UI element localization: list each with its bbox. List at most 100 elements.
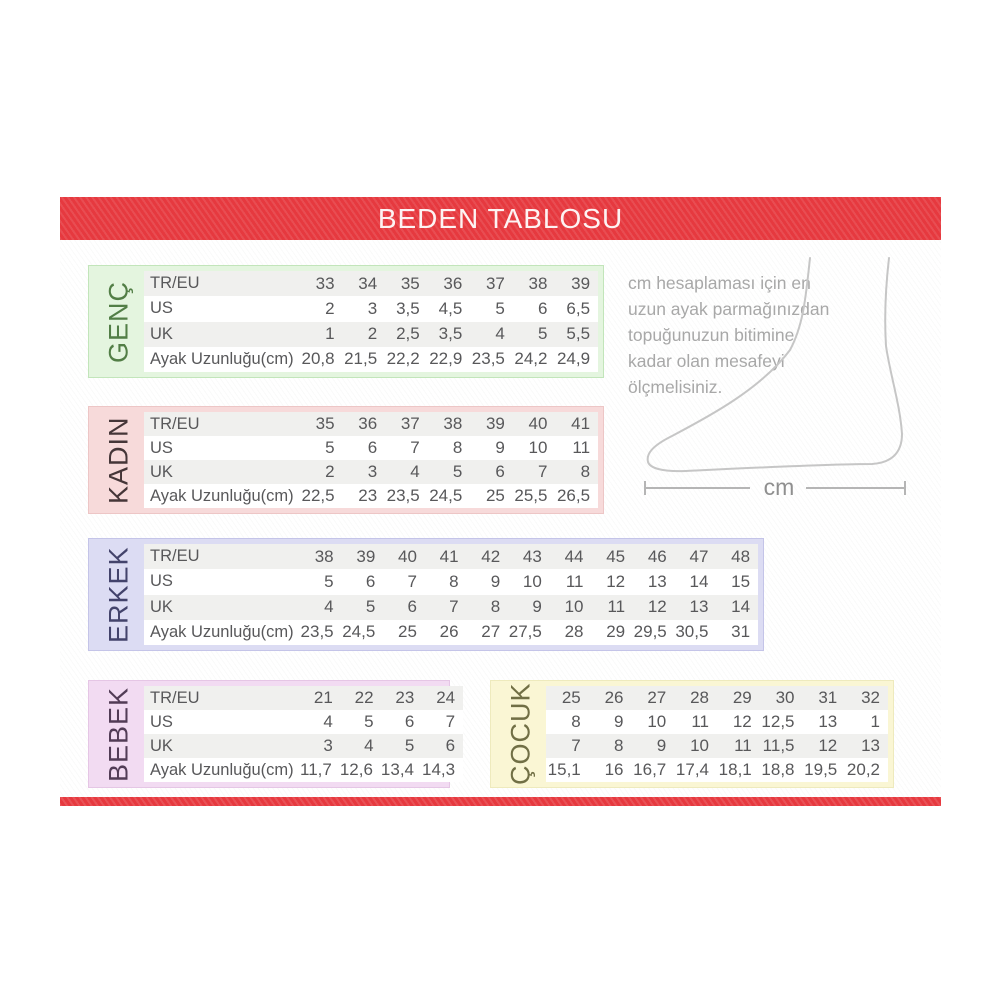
size-value-cell: 26,5 [556, 486, 591, 505]
table-row: US 4 5 6 7 [144, 710, 463, 734]
size-value-cell: 4 [324, 597, 334, 617]
table-rows: TR/EU 35 36 37 38 39 40 41 US 5 6 7 8 9 10 11 UK 2 3 4 5 6 7 8 A… [144, 412, 598, 508]
size-value-cell: 27 [481, 622, 501, 642]
size-value-cell: 13 [861, 736, 880, 755]
page-title-banner: BEDEN TABLOSU [60, 197, 941, 240]
row-header: US [150, 572, 173, 591]
size-value-cell: 7 [445, 712, 456, 731]
size-value-cell: 25,5 [514, 486, 548, 505]
row-header: TR/EU [150, 688, 200, 707]
size-value-cell: 9 [490, 571, 501, 591]
size-value-cell: 9 [532, 597, 542, 617]
size-value-cell: 7 [407, 571, 417, 591]
size-value-cell: 14,3 [422, 760, 456, 779]
size-value-cell: 39 [356, 546, 376, 566]
table-category-label: GENÇ [103, 280, 134, 363]
size-value-cell: 37 [400, 414, 420, 433]
size-value-cell: 4 [410, 462, 420, 481]
size-value-cell: 13 [689, 597, 709, 617]
size-value-cell: 28 [690, 688, 709, 707]
instruction-line: cm hesaplaması için en [628, 273, 811, 293]
bottom-accent-bar [60, 797, 941, 806]
instruction-line: topuğunuzun bitimine [628, 325, 795, 345]
size-value-cell: 24,9 [556, 349, 591, 369]
size-value-cell: 37 [485, 273, 505, 293]
size-value-cell: 2 [325, 462, 335, 481]
size-value-cell: 29 [606, 622, 626, 642]
row-header: TR/EU [150, 274, 200, 293]
size-table-bebek: BEBEK TR/EU 21 22 23 24 US 4 5 6 7 UK 3 4 5 6 Ayak Uzun… [88, 680, 464, 788]
size-value-cell: 3 [323, 736, 333, 755]
size-value-cell: 3,5 [438, 324, 463, 344]
size-value-cell: 44 [564, 546, 584, 566]
size-value-cell: 11 [565, 571, 584, 591]
row-header: UK [150, 736, 173, 755]
size-value-cell: 26 [439, 622, 459, 642]
size-value-cell: 12 [732, 712, 752, 731]
size-value-cell: 6 [367, 438, 378, 457]
size-value-cell: 10 [564, 597, 584, 617]
size-value-cell: 23,5 [386, 486, 420, 505]
size-value-cell: 41 [439, 546, 459, 566]
row-header: US [150, 712, 173, 731]
size-value-cell: 22 [354, 688, 374, 707]
size-value-cell: 5 [364, 712, 374, 731]
size-value-cell: 12,6 [339, 760, 373, 779]
table-row: Ayak Uzunluğu(cm) 20,8 21,5 22,2 22,9 23,5 24,… [144, 347, 598, 372]
size-value-cell: 20,2 [846, 760, 880, 779]
size-value-cell: 30,5 [675, 622, 709, 642]
foot-illustration [638, 256, 910, 506]
row-header: TR/EU [150, 414, 200, 433]
size-value-cell: 5 [325, 438, 335, 457]
instruction-line: ölçmelisiniz. [628, 377, 723, 397]
size-value-cell: 43 [522, 546, 542, 566]
size-value-cell: 5 [538, 324, 548, 344]
size-value-cell: 15,1 [547, 760, 581, 779]
size-value-cell: 41 [571, 414, 591, 433]
table-rows: 25 26 27 28 29 30 31 32 8 9 10 11 12 12,5 13 1 7 8 9 10 11 11… [546, 686, 888, 782]
size-value-cell: 31 [818, 688, 838, 707]
size-value-cell: 11,7 [300, 760, 332, 779]
size-value-cell: 11 [572, 438, 591, 457]
size-value-cell: 36 [358, 414, 378, 433]
table-rows: TR/EU 21 22 23 24 US 4 5 6 7 UK 3 4 5 6 Ayak Uzunluğu(c… [144, 686, 464, 782]
row-header: TR/EU [150, 547, 200, 566]
size-value-cell: 7 [538, 462, 548, 481]
size-value-cell: 39 [571, 273, 591, 293]
size-value-cell: 2 [325, 298, 335, 318]
row-header: UK [150, 462, 173, 481]
cm-measure-label: cm [763, 474, 795, 500]
size-value-cell: 42 [481, 546, 501, 566]
size-table-genc: GENÇ TR/EU 33 34 35 36 37 38 39 US 2 3 3,5 4,5 5 6 6,5 U… [88, 265, 604, 378]
instruction-line: kadar olan mesafeyi [628, 351, 785, 371]
size-value-cell: 10 [647, 712, 667, 731]
table-row: TR/EU 35 36 37 38 39 40 41 [144, 412, 598, 436]
size-value-cell: 38 [443, 414, 463, 433]
table-category-label: KADIN [103, 416, 134, 504]
size-value-cell: 4,5 [438, 298, 463, 318]
size-value-cell: 21 [313, 688, 333, 707]
size-value-cell: 14 [689, 571, 709, 591]
size-value-cell: 22,2 [386, 349, 420, 369]
size-value-cell: 35 [315, 414, 335, 433]
size-value-cell: 46 [647, 546, 667, 566]
size-value-cell: 27 [647, 688, 667, 707]
size-value-cell: 40 [398, 546, 417, 566]
size-value-cell: 3,5 [396, 298, 420, 318]
size-value-cell: 34 [358, 273, 378, 293]
size-value-cell: 2 [367, 324, 378, 344]
size-value-cell: 16,7 [633, 760, 667, 779]
size-value-cell: 21,5 [344, 349, 378, 369]
size-value-cell: 33 [315, 273, 335, 293]
size-table-erkek: ERKEK TR/EU 38 39 40 41 42 43 44 45 46 47 48 US 5 6 7 8 9… [88, 538, 764, 651]
table-rows: TR/EU 33 34 35 36 37 38 39 US 2 3 3,5 4,5 5 6 6,5 UK 1 2 2,… [144, 271, 598, 372]
table-row: UK 3 4 5 6 [144, 734, 464, 758]
table-category-label: ERKEK [103, 546, 134, 643]
size-value-cell: 7 [449, 597, 459, 617]
size-value-cell: 39 [485, 414, 505, 433]
size-value-cell: 23,5 [471, 349, 505, 369]
size-value-cell: 5 [365, 597, 376, 617]
size-value-cell: 47 [689, 546, 709, 566]
size-value-cell: 23,5 [300, 622, 334, 642]
size-value-cell: 13 [647, 571, 667, 591]
